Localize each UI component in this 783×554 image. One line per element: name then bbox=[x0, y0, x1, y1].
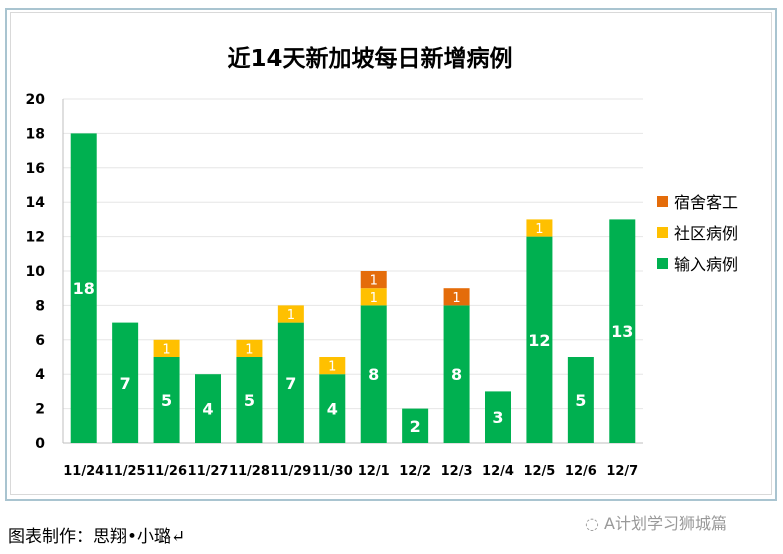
y-tick-label: 14 bbox=[26, 195, 46, 211]
bar-11/29-series0 bbox=[277, 322, 304, 443]
legend-swatch bbox=[657, 258, 668, 269]
stacked-bar-chart: 近14天新加坡每日新增病例024681012141618201811/24711… bbox=[26, 45, 739, 479]
y-tick-label: 0 bbox=[35, 436, 45, 452]
x-tick-label: 12/3 bbox=[441, 464, 473, 479]
data-label: 5 bbox=[575, 391, 586, 410]
data-label: 2 bbox=[410, 417, 421, 436]
y-tick-label: 2 bbox=[35, 402, 45, 418]
data-label: 4 bbox=[202, 400, 213, 419]
bar-12/1-series2 bbox=[360, 271, 387, 289]
bar-12/1-series1 bbox=[360, 288, 387, 306]
data-label: 5 bbox=[244, 391, 255, 410]
x-tick-label: 11/28 bbox=[229, 464, 270, 479]
bar-12/1-series0 bbox=[360, 305, 387, 443]
y-tick-label: 16 bbox=[26, 161, 45, 177]
legend-label: 宿舍客工 bbox=[674, 193, 738, 212]
bar-11/26-series1 bbox=[153, 339, 180, 357]
bar-11/29-series1 bbox=[277, 305, 304, 323]
footer-credit: 图表制作：思翔•小璐↵ bbox=[8, 527, 186, 547]
bar-12/6-series0 bbox=[567, 357, 594, 443]
x-tick-label: 11/27 bbox=[188, 464, 229, 479]
x-tick-label: 12/7 bbox=[606, 464, 638, 479]
data-label: 12 bbox=[528, 331, 550, 350]
bar-12/7-series0 bbox=[609, 219, 636, 443]
data-label: 7 bbox=[120, 374, 131, 393]
bar-11/24-series0 bbox=[70, 133, 97, 443]
x-tick-label: 12/5 bbox=[523, 464, 555, 479]
data-label: 1 bbox=[452, 291, 460, 306]
y-tick-label: 18 bbox=[26, 126, 45, 142]
wechat-icon: ◌ bbox=[585, 514, 605, 533]
x-tick-label: 12/4 bbox=[482, 464, 514, 479]
data-label: 8 bbox=[368, 365, 379, 384]
x-tick-label: 12/6 bbox=[565, 464, 597, 479]
bar-11/28-series0 bbox=[236, 357, 263, 443]
bar-12/5-series0 bbox=[526, 236, 553, 443]
y-tick-label: 4 bbox=[35, 367, 45, 383]
bar-11/30-series1 bbox=[319, 357, 346, 375]
data-label: 18 bbox=[73, 279, 95, 298]
legend-swatch bbox=[657, 196, 668, 207]
data-label: 1 bbox=[162, 342, 170, 357]
bar-12/5-series1 bbox=[526, 219, 553, 237]
legend-label: 输入病例 bbox=[674, 255, 738, 274]
y-tick-label: 6 bbox=[35, 333, 45, 349]
data-label: 7 bbox=[285, 374, 296, 393]
data-label: 1 bbox=[535, 222, 543, 237]
bar-11/26-series0 bbox=[153, 357, 180, 443]
chart-title: 近14天新加坡每日新增病例 bbox=[227, 45, 512, 72]
bar-12/3-series2 bbox=[443, 288, 470, 306]
y-tick-label: 20 bbox=[26, 92, 46, 108]
x-tick-label: 11/26 bbox=[146, 464, 187, 479]
legend-label: 社区病例 bbox=[674, 224, 738, 243]
data-label: 13 bbox=[611, 322, 633, 341]
data-label: 4 bbox=[327, 400, 338, 419]
x-tick-label: 12/2 bbox=[399, 464, 431, 479]
bar-12/3-series0 bbox=[443, 305, 470, 443]
chart-area bbox=[10, 12, 772, 495]
bar-12/2-series0 bbox=[402, 408, 429, 443]
y-tick-label: 10 bbox=[26, 264, 46, 280]
bar-12/4-series0 bbox=[485, 391, 511, 443]
x-tick-label: 12/1 bbox=[358, 464, 390, 479]
bar-11/27-series0 bbox=[195, 374, 221, 443]
data-label: 5 bbox=[161, 391, 172, 410]
bar-11/30-series0 bbox=[319, 374, 346, 443]
x-tick-label: 11/30 bbox=[312, 464, 353, 479]
y-tick-label: 12 bbox=[26, 230, 45, 246]
watermark-text: A计划学习狮城篇 bbox=[604, 514, 727, 533]
x-tick-label: 11/25 bbox=[105, 464, 146, 479]
bar-11/28-series1 bbox=[236, 339, 263, 357]
data-label: 3 bbox=[492, 408, 503, 427]
watermark: ◌ A计划学习狮城篇 bbox=[585, 510, 727, 534]
data-label: 1 bbox=[245, 342, 253, 357]
legend-swatch bbox=[657, 227, 668, 238]
data-label: 1 bbox=[370, 274, 378, 289]
y-tick-label: 8 bbox=[35, 298, 45, 314]
x-tick-label: 11/24 bbox=[63, 464, 104, 479]
data-label: 1 bbox=[287, 308, 295, 323]
x-tick-label: 11/29 bbox=[270, 464, 311, 479]
bar-11/25-series0 bbox=[112, 322, 139, 443]
data-label: 1 bbox=[328, 360, 336, 375]
data-label: 1 bbox=[370, 291, 378, 306]
data-label: 8 bbox=[451, 365, 462, 384]
